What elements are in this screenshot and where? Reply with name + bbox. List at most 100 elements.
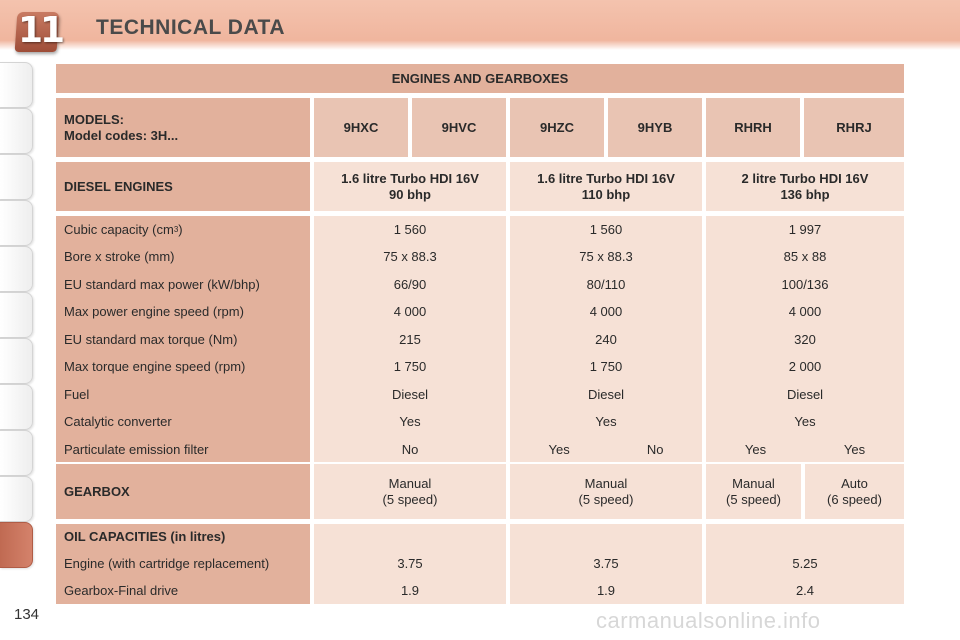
spec-value: 4 000	[788, 304, 822, 320]
spec-value: Yes	[744, 441, 767, 457]
oil-gearbox-value: 2.4	[795, 583, 815, 599]
oil-capacities-row: OIL CAPACITIES (in litres) Engine (with …	[56, 524, 904, 604]
spec-label-catalytic: Catalytic converter	[64, 414, 172, 430]
model-code: 9HZC	[510, 98, 604, 157]
oil-engine-label: Engine (with cartridge replacement)	[64, 555, 270, 571]
spec-value: Yes	[548, 441, 570, 457]
chapter-tab[interactable]	[0, 476, 33, 522]
gearbox-speeds: (5 speed)	[578, 491, 634, 507]
spec-value: 240	[595, 331, 617, 347]
models-label-line1: MODELS:	[64, 111, 124, 127]
chapter-tab-active[interactable]	[0, 522, 33, 568]
chapter-number: 11	[18, 10, 65, 51]
spacer	[510, 524, 702, 550]
spec-labels: Cubic capacity (cm 3) Bore x stroke (mm) …	[56, 216, 310, 462]
spec-label-power: EU standard max power (kW/bhp)	[64, 276, 260, 292]
engine-name: 2 litre Turbo HDI 16V	[741, 170, 869, 186]
header-fade	[0, 40, 960, 50]
spec-value: Yes	[399, 414, 421, 430]
spec-value: 1 750	[393, 359, 427, 375]
spacer	[706, 524, 904, 550]
gearbox-type: Auto	[841, 475, 868, 491]
chapter-tab[interactable]	[0, 384, 33, 430]
engine-heading: 2 litre Turbo HDI 16V 136 bhp	[706, 162, 904, 211]
chapter-tab[interactable]	[0, 292, 33, 338]
specs-block: Cubic capacity (cm 3) Bore x stroke (mm) …	[56, 216, 904, 462]
table-caption-row: ENGINES AND GEARBOXES	[56, 64, 904, 93]
spec-value: 320	[794, 331, 816, 347]
chapter-tabs	[0, 62, 34, 574]
gearbox-speeds: (6 speed)	[827, 491, 882, 507]
oil-label: OIL CAPACITIES (in litres)	[64, 529, 226, 544]
spec-value: 1 560	[589, 221, 623, 237]
spec-label-torque: EU standard max torque (Nm)	[64, 331, 238, 347]
gearbox-speeds: (5 speed)	[726, 491, 781, 507]
engine-heading: 1.6 litre Turbo HDI 16V 110 bhp	[510, 162, 702, 211]
spec-value: 4 000	[589, 304, 623, 320]
engine-power: 110 bhp	[581, 186, 631, 202]
gearbox-type: Manual	[584, 475, 628, 491]
oil-engine-value: 3.75	[593, 555, 619, 571]
gearbox-type: Manual	[388, 475, 432, 491]
particulate-split: Yes Yes	[706, 442, 904, 458]
spec-value: No	[401, 441, 419, 457]
spec-value: 66/90	[393, 276, 427, 292]
chapter-tab[interactable]	[0, 200, 33, 246]
models-row: MODELS: Model codes: 3H... 9HXC 9HVC 9HZ…	[56, 98, 904, 157]
particulate-split: Yes No	[510, 442, 702, 458]
spec-value: 4 000	[393, 304, 427, 320]
gearbox-label: GEARBOX	[56, 464, 310, 519]
spec-value: 80/110	[586, 276, 626, 292]
engine-power: 90 bhp	[389, 186, 431, 202]
models-label: MODELS: Model codes: 3H...	[56, 98, 310, 157]
spec-value: Yes	[794, 414, 816, 430]
diesel-engines-row: DIESEL ENGINES 1.6 litre Turbo HDI 16V 9…	[56, 162, 904, 211]
spec-value: 85 x 88	[783, 249, 827, 265]
spacer	[314, 524, 506, 550]
oil-column: 3.75 1.9	[510, 524, 702, 604]
spec-value: Yes	[595, 414, 617, 430]
engine-heading: 1.6 litre Turbo HDI 16V 90 bhp	[314, 162, 506, 211]
chapter-tab[interactable]	[0, 430, 33, 476]
spec-value: 1 750	[589, 359, 623, 375]
oil-gearbox-value: 1.9	[596, 583, 616, 599]
gearbox-type: Manual	[732, 475, 775, 491]
oil-engine-value: 3.75	[397, 555, 423, 571]
page-number: 134	[14, 606, 40, 623]
spec-column: 1 560 75 x 88.3 66/90 4 000 215 1 750 Di…	[314, 216, 506, 462]
chapter-tab[interactable]	[0, 246, 33, 292]
spec-column: 1 997 85 x 88 100/136 4 000 320 2 000 Di…	[706, 216, 904, 462]
spec-value: 1 997	[788, 221, 822, 237]
model-code: RHRH	[706, 98, 800, 157]
spec-value: 75 x 88.3	[383, 249, 437, 265]
chapter-tab[interactable]	[0, 338, 33, 384]
spec-value: Yes	[843, 441, 866, 457]
gearbox-value: Auto (6 speed)	[805, 464, 904, 519]
spec-label-cubic: Cubic capacity (cm 3)	[64, 221, 183, 237]
chapter-tab[interactable]	[0, 108, 33, 154]
spec-label-power-speed: Max power engine speed (rpm)	[64, 304, 244, 320]
model-code: RHRJ	[804, 98, 904, 157]
spec-value: 100/136	[781, 276, 829, 292]
chapter-tab[interactable]	[0, 154, 33, 200]
spec-value: 1 560	[393, 221, 427, 237]
watermark: carmanualsonline.info	[596, 608, 821, 633]
spec-value: 2 000	[788, 359, 822, 375]
gearbox-value: Manual (5 speed)	[706, 464, 801, 519]
table-caption: ENGINES AND GEARBOXES	[56, 64, 904, 93]
oil-engine-value: 5.25	[792, 555, 818, 571]
spec-value: Diesel	[786, 386, 824, 402]
oil-labels: OIL CAPACITIES (in litres) Engine (with …	[56, 524, 310, 604]
oil-column: 3.75 1.9	[314, 524, 506, 604]
gearbox-value: Manual (5 speed)	[314, 464, 506, 519]
spec-label-bore: Bore x stroke (mm)	[64, 249, 175, 265]
chapter-tab[interactable]	[0, 62, 33, 108]
spec-value: No	[646, 441, 664, 457]
model-code: 9HXC	[314, 98, 408, 157]
engine-name: 1.6 litre Turbo HDI 16V	[537, 170, 675, 186]
model-code: 9HYB	[608, 98, 702, 157]
models-label-line2: Model codes: 3H...	[64, 127, 179, 143]
spec-value: Diesel	[391, 386, 429, 402]
gearbox-speeds: (5 speed)	[382, 491, 438, 507]
page-title: TECHNICAL DATA	[96, 16, 285, 39]
